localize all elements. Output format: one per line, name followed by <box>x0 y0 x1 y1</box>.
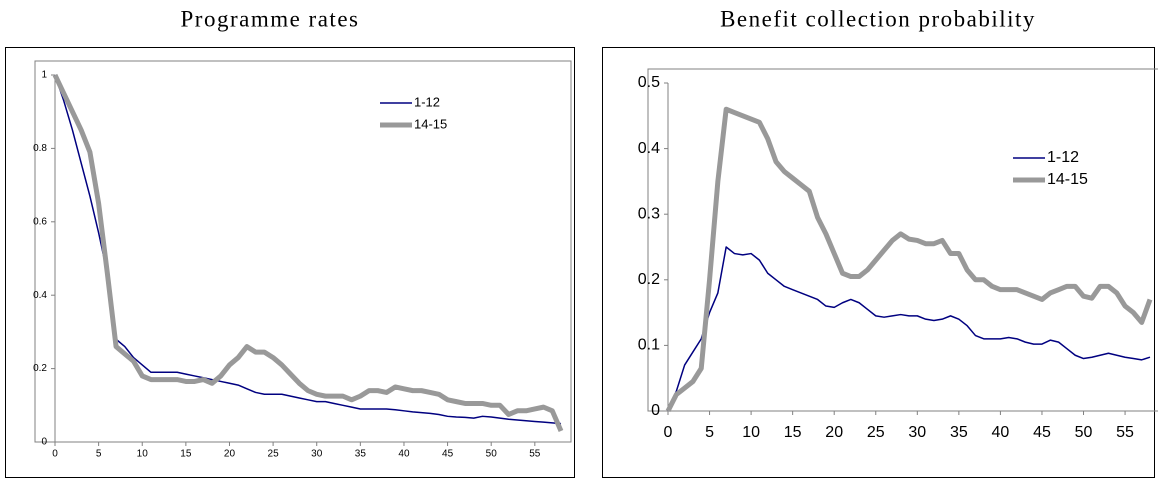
series-line <box>667 246 1151 412</box>
x-tick-label: 20 <box>825 424 843 441</box>
legend-label: 14-15 <box>414 116 447 131</box>
x-tick-label: 10 <box>137 449 149 460</box>
x-tick-label: 5 <box>705 424 714 441</box>
y-tick-label: 0.3 <box>638 205 660 222</box>
x-tick-label: 35 <box>950 424 968 441</box>
x-tick-label: 25 <box>268 449 280 460</box>
y-tick-label: 0.2 <box>638 271 660 288</box>
x-tick-label: 50 <box>1075 424 1093 441</box>
y-tick-label: 0.8 <box>33 143 47 154</box>
chart-title: Benefit collection probability <box>720 6 1036 31</box>
x-tick-label: 45 <box>442 449 454 460</box>
series-line <box>665 106 1153 413</box>
x-tick-label: 0 <box>664 424 673 441</box>
legend-label: 1-12 <box>1047 149 1079 166</box>
x-tick-label: 25 <box>867 424 885 441</box>
x-tick-label: 50 <box>486 449 498 460</box>
y-tick-label: 1 <box>41 70 47 81</box>
x-tick-label: 10 <box>742 424 760 441</box>
chart-border <box>5 47 575 478</box>
x-tick-label: 40 <box>398 449 410 460</box>
x-tick-label: 55 <box>529 449 541 460</box>
x-tick-label: 15 <box>180 449 192 460</box>
x-tick-label: 30 <box>311 449 323 460</box>
y-tick-label: 0 <box>651 402 660 419</box>
x-tick-label: 0 <box>52 449 58 460</box>
x-tick-label: 15 <box>784 424 802 441</box>
x-tick-label: 20 <box>224 449 236 460</box>
y-tick-label: 0.5 <box>638 74 660 91</box>
series-line <box>52 73 564 432</box>
y-tick-label: 0.2 <box>33 363 47 374</box>
series-line <box>54 74 562 425</box>
x-tick-label: 30 <box>908 424 926 441</box>
y-tick-label: 0.6 <box>33 216 47 227</box>
chart-border <box>602 47 1155 478</box>
legend-label: 1-12 <box>414 94 440 109</box>
x-tick-label: 45 <box>1033 424 1051 441</box>
y-tick-label: 0.4 <box>33 290 47 301</box>
y-tick-label: 0.4 <box>638 140 660 157</box>
x-tick-label: 40 <box>992 424 1010 441</box>
x-tick-label: 55 <box>1116 424 1134 441</box>
x-tick-label: 5 <box>96 449 102 460</box>
chart-title: Programme rates <box>181 6 360 31</box>
x-tick-label: 35 <box>355 449 367 460</box>
legend-label: 14-15 <box>1047 171 1088 188</box>
y-tick-label: 0 <box>41 437 47 448</box>
y-tick-label: 0.1 <box>638 337 660 354</box>
